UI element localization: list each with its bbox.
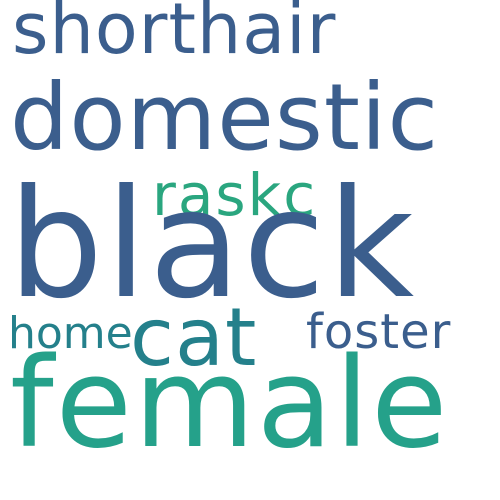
word-domestic: domestic: [10, 64, 440, 171]
word-black: black: [8, 158, 417, 332]
word-home: home: [8, 308, 133, 359]
word-shorthair: shorthair: [12, 0, 337, 70]
word-female: female: [10, 332, 450, 476]
word-raskc: raskc: [152, 161, 318, 229]
word-foster: foster: [306, 304, 452, 360]
word-cat: cat: [130, 291, 258, 384]
